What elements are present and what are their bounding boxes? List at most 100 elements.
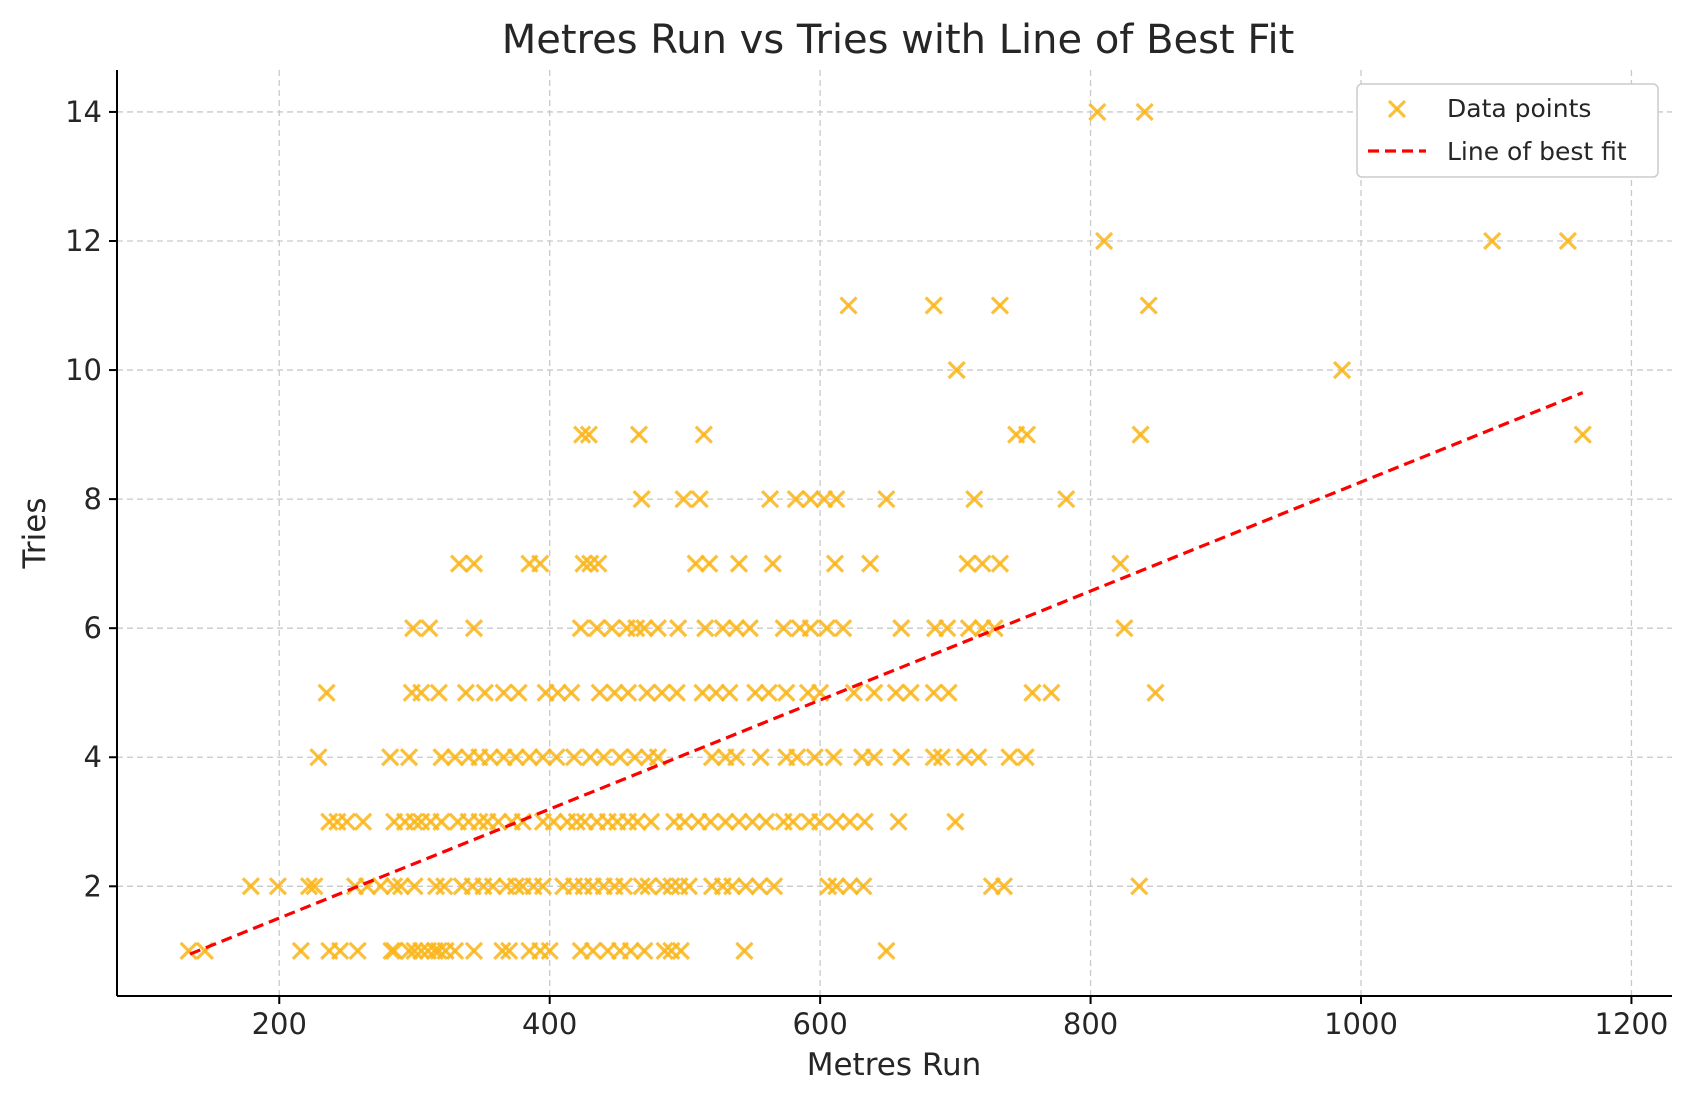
data-point <box>746 683 765 702</box>
data-point <box>827 877 846 896</box>
data-point <box>1000 748 1019 767</box>
data-point <box>641 812 661 831</box>
data-point <box>520 748 539 767</box>
data-point <box>716 812 735 831</box>
data-point <box>720 683 739 702</box>
data-point <box>763 554 782 573</box>
data-point <box>924 748 943 767</box>
data-point <box>877 489 896 509</box>
data-point <box>589 554 608 573</box>
data-point <box>337 812 357 831</box>
data-point <box>674 489 693 509</box>
data-point <box>1111 554 1130 573</box>
data-point <box>583 941 603 960</box>
data-point <box>667 683 686 702</box>
data-point <box>571 619 590 638</box>
data-point <box>783 812 803 831</box>
data-point <box>632 877 651 896</box>
data-point <box>412 941 431 960</box>
data-point <box>736 877 755 896</box>
data-point <box>713 619 732 638</box>
x-tick-label: 1000 <box>1324 1007 1398 1041</box>
data-point <box>969 748 988 767</box>
data-point <box>994 877 1014 896</box>
data-point <box>1131 425 1150 444</box>
data-point <box>750 877 769 896</box>
data-point <box>1332 360 1352 380</box>
data-point <box>405 941 424 960</box>
data-point <box>494 683 513 702</box>
data-point <box>635 941 654 960</box>
data-point <box>320 812 339 831</box>
data-point <box>669 619 688 638</box>
data-point <box>889 812 908 831</box>
y-tick-label: 8 <box>84 482 102 516</box>
data-point <box>1135 102 1154 122</box>
data-point <box>309 748 328 767</box>
data-point <box>932 748 951 767</box>
legend-label-best-fit: Line of best fit <box>1447 137 1627 166</box>
y-tick-label: 14 <box>65 95 102 129</box>
data-point <box>1088 102 1107 122</box>
data-point <box>1115 619 1134 638</box>
data-point <box>854 877 873 896</box>
data-point <box>533 748 553 767</box>
data-point <box>740 619 759 638</box>
data-point <box>1483 231 1502 251</box>
x-tick-label: 600 <box>792 1007 847 1041</box>
data-point <box>788 748 807 767</box>
data-point <box>671 941 690 960</box>
data-point <box>493 941 512 960</box>
data-point <box>475 683 494 702</box>
data-point <box>939 683 958 702</box>
data-point <box>330 941 350 960</box>
data-point <box>901 683 920 702</box>
data-point <box>1094 231 1114 251</box>
data-point <box>765 877 784 896</box>
data-point <box>892 619 911 638</box>
x-tick-label: 800 <box>1063 1007 1118 1041</box>
data-point <box>629 425 649 444</box>
data-point <box>702 748 722 767</box>
data-point <box>420 619 439 638</box>
data-point <box>621 941 640 960</box>
data-point <box>445 748 465 767</box>
legend-marker-data-points <box>1387 99 1407 119</box>
data-point <box>533 877 553 896</box>
data-point <box>947 360 966 380</box>
data-point <box>587 619 607 638</box>
data-point <box>544 812 563 831</box>
data-point <box>723 877 742 896</box>
data-point <box>760 489 780 509</box>
data-point <box>179 941 198 960</box>
data-point <box>648 619 668 638</box>
data-point <box>1558 231 1578 251</box>
x-tick-label: 400 <box>522 1007 577 1041</box>
data-point <box>696 619 715 638</box>
data-point <box>635 619 654 638</box>
y-tick-label: 6 <box>84 611 102 645</box>
data-point <box>990 296 1010 315</box>
data-point <box>693 683 712 702</box>
data-point <box>464 554 484 573</box>
y-axis-label: Tries <box>17 498 53 570</box>
data-point <box>456 683 475 702</box>
data-point <box>625 748 645 767</box>
data-point <box>403 619 423 638</box>
data-point <box>464 941 484 960</box>
legend-frame <box>1356 83 1659 178</box>
data-point <box>654 877 673 896</box>
data-point <box>574 554 593 573</box>
data-point <box>412 683 431 702</box>
data-point <box>382 941 401 960</box>
data-point <box>727 748 746 767</box>
data-point <box>305 877 324 896</box>
legend: Data points Line of best fit <box>1356 83 1659 178</box>
data-point <box>924 296 943 315</box>
data-point <box>627 619 646 638</box>
data-point <box>825 554 845 573</box>
data-point <box>548 683 567 702</box>
data-point <box>924 683 943 702</box>
data-point <box>701 812 720 831</box>
data-point <box>1139 296 1158 315</box>
